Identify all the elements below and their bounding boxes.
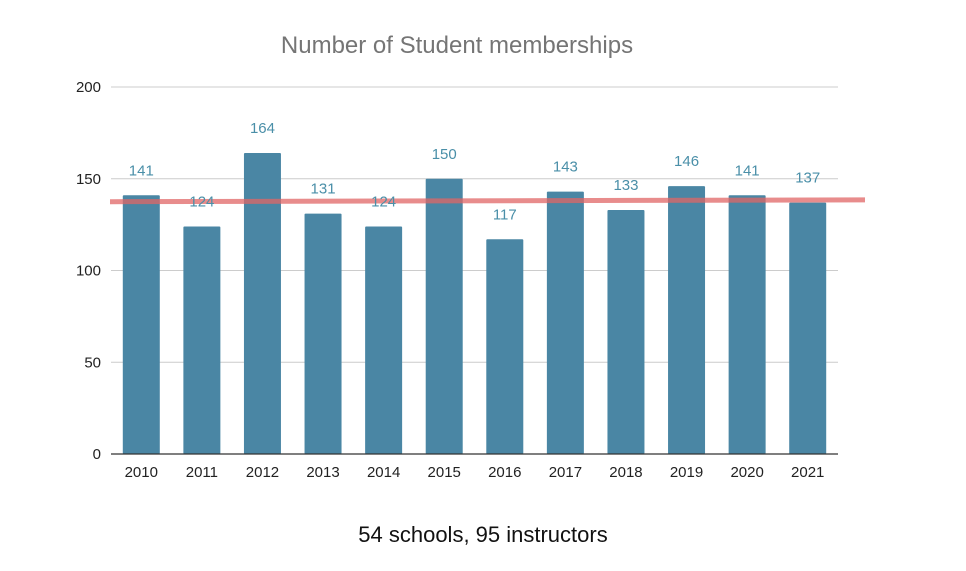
y-axis-ticks: 0 50 100 150 200 — [76, 79, 101, 463]
bar — [304, 213, 342, 454]
gridlines — [111, 86, 838, 363]
trendline — [109, 197, 866, 205]
data-label: 150 — [432, 146, 457, 163]
bar — [607, 209, 645, 454]
data-label: 146 — [674, 153, 699, 170]
bar — [365, 226, 403, 454]
chart-caption: 54 schools, 95 instructors — [358, 522, 608, 547]
x-tick-label: 2016 — [488, 464, 521, 481]
bar — [122, 195, 160, 454]
x-tick-label: 2014 — [367, 464, 400, 481]
data-label: 137 — [795, 170, 820, 187]
bar — [486, 239, 524, 454]
chart-title: Number of Student memberships — [281, 32, 633, 59]
bar — [243, 153, 281, 454]
x-tick-label: 2010 — [125, 464, 158, 481]
data-label: 141 — [129, 162, 154, 179]
data-label: 117 — [493, 206, 517, 223]
x-tick-label: 2011 — [186, 464, 218, 481]
bar — [789, 202, 827, 454]
x-tick-label: 2019 — [670, 464, 703, 481]
data-label: 131 — [311, 181, 336, 198]
x-tick-label: 2018 — [609, 464, 642, 481]
x-tick-label: 2020 — [730, 464, 763, 481]
y-tick-label: 200 — [76, 79, 101, 96]
bar — [546, 191, 584, 454]
y-tick-label: 150 — [76, 171, 101, 188]
x-tick-label: 2017 — [549, 464, 582, 481]
data-label: 124 — [371, 193, 396, 210]
data-label: 133 — [613, 177, 638, 194]
data-label: 164 — [250, 120, 275, 137]
x-tick-label: 2015 — [428, 464, 461, 481]
x-axis-ticks: 2010 2011 2012 2013 2014 2015 2016 2017 2018 2019… — [125, 464, 825, 481]
trendline-layer — [109, 197, 866, 205]
data-label: 124 — [189, 193, 214, 210]
bar — [728, 195, 766, 454]
x-tick-label: 2013 — [306, 464, 339, 481]
y-tick-label: 50 — [84, 354, 101, 371]
y-tick-label: 0 — [93, 446, 101, 463]
y-tick-label: 100 — [76, 263, 101, 280]
bar — [425, 178, 463, 454]
data-label: 143 — [553, 159, 578, 176]
x-tick-label: 2021 — [791, 464, 824, 481]
x-tick-label: 2012 — [246, 464, 279, 481]
bar — [668, 186, 706, 454]
data-label: 141 — [735, 162, 760, 179]
bar — [183, 226, 221, 454]
bars — [122, 153, 827, 454]
data-labels: 141 124 164 131 124 150 117 143 133 146 141 137 — [129, 120, 820, 223]
